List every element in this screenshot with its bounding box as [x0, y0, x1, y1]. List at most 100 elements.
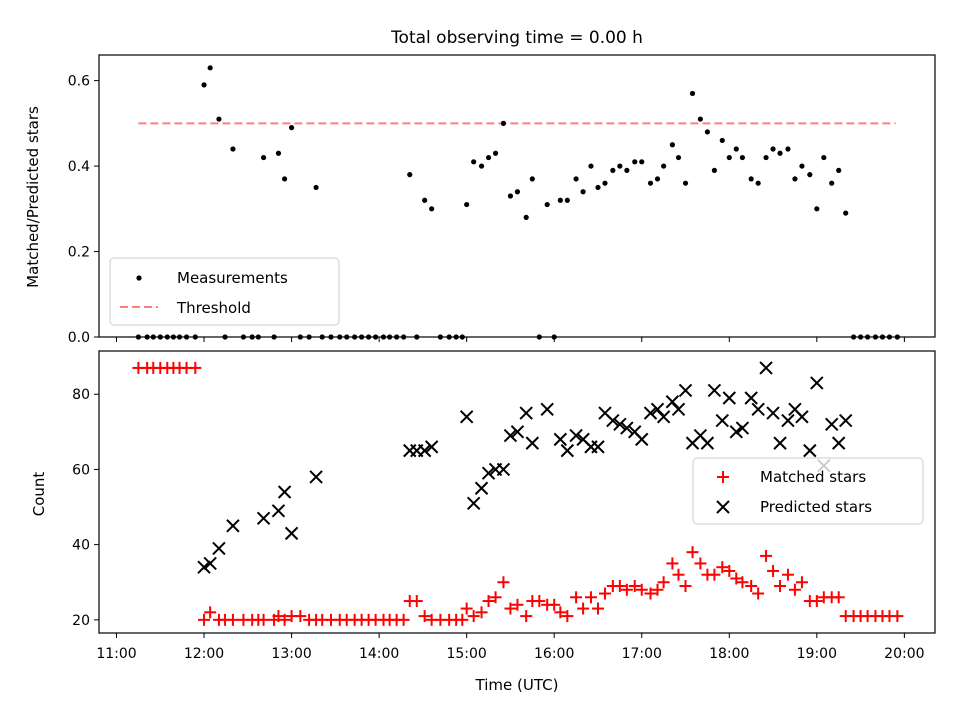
predicted-star-point	[707, 383, 722, 398]
measurement-point	[207, 65, 213, 71]
predicted-star-stroke	[744, 391, 758, 405]
predicted-star-stroke	[781, 413, 795, 428]
predicted-star-point	[643, 406, 658, 420]
predicted-star-stroke	[671, 402, 686, 416]
matched-star-point	[226, 613, 239, 626]
predicted-star-stroke	[759, 361, 773, 375]
matched-star-point	[657, 576, 670, 589]
measurement-point	[216, 116, 222, 122]
matched-star-point	[548, 598, 561, 611]
matched-star-point	[561, 610, 574, 623]
predicted-star-stroke	[203, 556, 217, 571]
measurement-point	[719, 137, 725, 144]
top-y-tick-label: 0.2	[68, 245, 90, 261]
matched-star-point	[418, 610, 431, 623]
measurement-point	[829, 180, 835, 186]
matched-star-point	[489, 591, 502, 604]
predicted-star-stroke	[643, 406, 658, 420]
measurement-point	[595, 184, 601, 191]
predicted-star-point	[810, 376, 824, 390]
predicted-star-point	[226, 519, 240, 533]
matched-star-point	[533, 595, 546, 608]
legend-label-matched-stars: Matched stars	[760, 468, 866, 486]
top-axes-frame	[98, 54, 936, 338]
measurement-point	[654, 176, 661, 182]
legend-marker-measurements	[136, 275, 142, 281]
predicted-star-stroke	[656, 410, 671, 424]
predicted-star-point	[503, 428, 518, 443]
predicted-star-stroke	[459, 410, 474, 424]
predicted-star-point	[635, 432, 649, 447]
predicted-star-point	[256, 511, 271, 526]
measurement-point	[617, 163, 623, 169]
predicted-star-point	[496, 462, 511, 477]
predicted-star-point	[424, 440, 439, 454]
predicted-star-stroke	[277, 485, 292, 499]
bottom-legend-box	[692, 457, 924, 525]
predicted-star-point	[773, 436, 787, 450]
bottom-plot-area: 11:00 12:00 13:00 14:00 15:00 16:00 17:00 18:00…	[72, 350, 936, 662]
measurement-point	[407, 172, 413, 178]
predicted-star-stroke	[226, 519, 240, 533]
predicted-star-stroke	[212, 541, 226, 556]
matched-star-point	[736, 576, 749, 589]
predicted-star-point	[613, 417, 627, 432]
predicted-star-point	[197, 560, 211, 574]
predicted-star-point	[839, 413, 853, 428]
matched-star-point	[294, 610, 307, 623]
predicted-star-point	[481, 466, 496, 480]
predicted-star-stroke	[271, 504, 286, 518]
matched-star-point	[278, 613, 291, 626]
measurement-point	[647, 180, 654, 186]
measurement-point	[580, 189, 586, 195]
matched-star-point	[760, 549, 773, 562]
measurement-point	[661, 163, 667, 169]
predicted-star-stroke	[256, 511, 271, 526]
measurement-point	[675, 154, 682, 161]
matched-star-point	[651, 583, 664, 596]
predicted-star-point	[656, 410, 671, 424]
x-tick-label: 19:00	[797, 646, 837, 662]
bottom-axes-frame	[98, 350, 936, 634]
predicted-star-point	[678, 383, 693, 398]
measurement-point	[689, 90, 696, 97]
predicted-star-point	[459, 410, 474, 424]
measurement-point	[632, 159, 638, 165]
predicted-star-stroke	[795, 410, 809, 424]
matched-star-point	[570, 591, 583, 604]
measurement-point	[281, 176, 288, 182]
top-legend-box	[109, 257, 340, 326]
measurement-point	[288, 125, 295, 131]
predicted-star-point	[309, 470, 323, 484]
predicted-star-stroke	[693, 428, 708, 443]
predicted-star-stroke	[510, 425, 525, 439]
predicted-star-stroke	[824, 417, 839, 432]
predicted-star-stroke	[197, 560, 211, 574]
predicted-star-stroke	[700, 436, 715, 450]
measurement-point	[843, 210, 849, 216]
matched-star-point	[752, 587, 765, 600]
x-tick-label: 12:00	[184, 646, 224, 662]
x-tick-label: 15:00	[446, 646, 486, 662]
predicted-star-stroke	[628, 425, 642, 439]
x-tick-label: 14:00	[359, 646, 399, 662]
measurement-point	[624, 167, 630, 173]
matched-star-point	[475, 606, 488, 619]
measurement-point	[471, 159, 477, 165]
predicted-star-point	[540, 402, 554, 416]
predicted-star-point	[671, 402, 686, 416]
matched-star-point	[460, 602, 473, 615]
matched-star-point	[644, 587, 657, 600]
measurement-point	[836, 167, 842, 173]
predicted-star-point	[277, 485, 292, 499]
predicted-star-stroke	[598, 406, 612, 420]
predicted-star-point	[284, 526, 299, 541]
x-tick-label: 17:00	[622, 646, 662, 662]
predicted-star-point	[606, 413, 620, 428]
measurement-point	[814, 206, 820, 212]
predicted-star-stroke	[839, 413, 853, 428]
bottom-y-tick-label: 80	[72, 387, 90, 403]
x-tick-label: 11:00	[96, 646, 136, 662]
predicted-star-stroke	[665, 395, 680, 409]
top-plot-area: 0.0 0.2 0.4 0.6	[68, 54, 936, 346]
